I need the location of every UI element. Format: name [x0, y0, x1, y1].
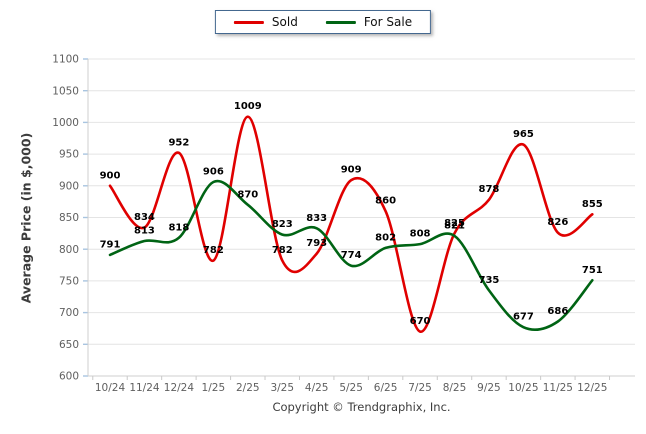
data-label-sold: 782: [272, 245, 293, 256]
x-tick-label: 4/25: [305, 382, 329, 394]
data-label-sold: 855: [582, 199, 603, 210]
data-label-for-sale: 906: [203, 166, 224, 177]
y-tick-label: 850: [59, 212, 79, 224]
data-label-sold: 952: [168, 137, 189, 148]
x-tick-label: 11/25: [543, 382, 573, 394]
data-label-sold: 909: [341, 165, 362, 176]
data-label-for-sale: 751: [582, 265, 603, 276]
data-label-sold: 793: [306, 238, 327, 249]
data-label-for-sale: 677: [513, 312, 534, 323]
y-tick-label: 900: [59, 180, 79, 192]
data-label-for-sale: 870: [237, 189, 258, 200]
for-sale-line-swatch: [325, 20, 356, 24]
y-tick-label: 650: [59, 339, 79, 351]
data-label-sold: 900: [100, 170, 121, 181]
y-tick-label: 800: [59, 244, 79, 256]
legend: Sold For Sale: [214, 10, 432, 34]
series-line-for-sale: [108, 179, 594, 332]
series-line-sold: [108, 115, 594, 333]
y-tick-label: 1050: [52, 85, 79, 97]
data-label-for-sale: 833: [306, 213, 327, 224]
data-label-sold: 670: [410, 316, 431, 327]
data-label-for-sale: 808: [410, 229, 431, 240]
x-tick-label: 5/25: [339, 382, 363, 394]
x-tick-label: 6/25: [374, 382, 398, 394]
x-tick-label: 10/25: [508, 382, 538, 394]
sold-line-swatch: [233, 20, 264, 24]
x-tick-label: 11/24: [129, 382, 160, 394]
data-label-for-sale: 818: [168, 222, 189, 233]
data-label-for-sale: 735: [479, 275, 500, 286]
data-label-sold: 1009: [234, 101, 262, 112]
data-label-for-sale: 791: [100, 239, 121, 250]
data-label-sold: 878: [479, 184, 500, 195]
data-label-for-sale: 813: [134, 225, 155, 236]
x-tick-label: 1/25: [202, 382, 226, 394]
copyright-text: Copyright © Trendgraphix, Inc.: [272, 400, 451, 414]
data-label-for-sale: 802: [375, 232, 396, 243]
x-tick-label: 9/25: [477, 382, 501, 394]
data-label-for-sale: 686: [547, 306, 568, 317]
data-label-sold: 782: [203, 245, 224, 256]
data-label-for-sale: 823: [272, 219, 293, 230]
x-tick-label: 3/25: [270, 382, 294, 394]
x-tick-label: 7/25: [408, 382, 432, 394]
data-label-sold: 825: [444, 218, 465, 229]
x-tick-label: 12/25: [577, 382, 607, 394]
data-label-for-sale: 774: [341, 250, 362, 261]
x-tick-label: 2/25: [236, 382, 260, 394]
x-tick-label: 12/24: [164, 382, 195, 394]
y-tick-label: 1000: [52, 117, 79, 129]
y-tick-label: 750: [59, 276, 79, 288]
x-tick-label: 10/24: [95, 382, 126, 394]
data-label-sold: 860: [375, 196, 396, 207]
legend-label-for-sale: For Sale: [363, 15, 413, 29]
y-tick-label: 1100: [52, 54, 79, 66]
y-tick-label: 600: [59, 371, 79, 383]
y-tick-label: 700: [59, 307, 79, 319]
legend-label-sold: Sold: [271, 15, 298, 29]
data-label-sold: 834: [134, 212, 155, 223]
data-label-for-sale: 821: [444, 220, 465, 231]
x-tick-label: 8/25: [443, 382, 467, 394]
y-tick-label: 950: [59, 149, 79, 161]
data-label-sold: 965: [513, 129, 534, 140]
data-label-sold: 826: [547, 217, 568, 228]
legend-item-for-sale: For Sale: [325, 15, 413, 29]
legend-item-sold: Sold: [233, 15, 298, 29]
